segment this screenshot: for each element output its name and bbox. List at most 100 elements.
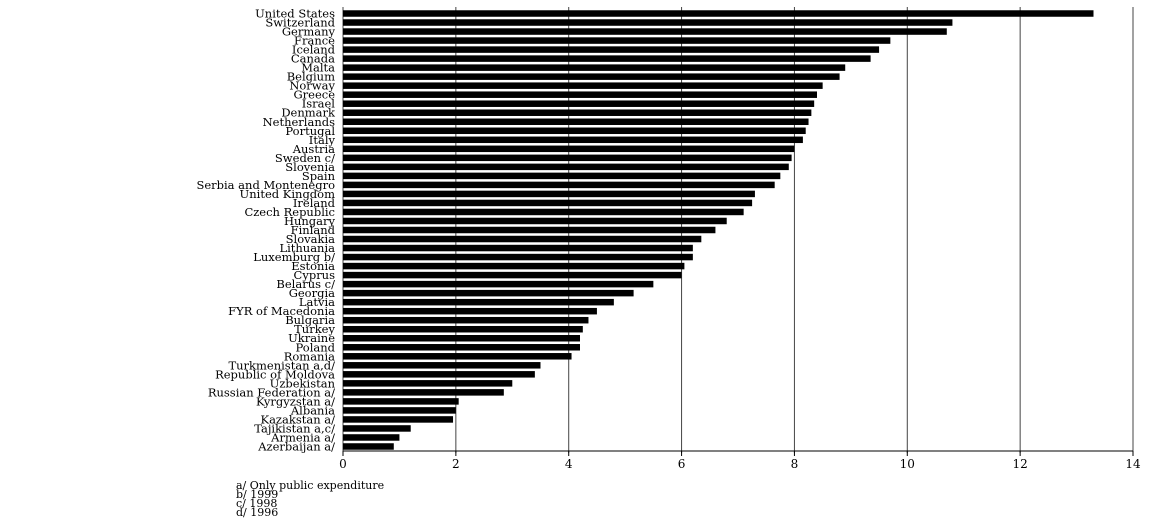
category-label: France [294,34,335,48]
category-label: Hungary [284,214,336,228]
category-label: United Kingdom [240,187,336,201]
bar [343,28,947,35]
bar [343,344,580,351]
bar [343,443,394,450]
category-label: Austria [292,142,335,156]
bar [343,127,806,135]
bar [343,298,614,306]
bar [343,64,846,71]
bar [343,407,456,414]
x-tick-label: 8 [791,457,799,471]
category-label: Finland [291,223,336,237]
bar [343,334,580,342]
category-label: Czech Republic [244,205,335,219]
category-label: United States [255,7,335,21]
bar [343,118,809,126]
bar [343,19,953,26]
bar [343,181,775,189]
category-label: Republic of Moldova [215,367,335,381]
category-label: Lithuania [279,241,335,255]
category-label: Switzerland [265,16,335,30]
category-label: Belarus c/ [276,277,335,291]
footnote: a/ Only public expenditure [236,479,385,492]
bar [343,154,792,162]
bar [343,190,755,198]
bar [343,226,716,234]
category-label: Turkey [294,322,335,336]
category-label: Denmark [281,106,336,120]
category-labels: United StatesSwitzerlandGermanyFranceIce… [196,7,336,454]
bar [343,353,572,360]
category-label: Bulgaria [285,313,335,327]
bar [343,398,459,405]
bar [343,416,454,423]
category-label: Malta [301,61,335,75]
bar [343,289,634,297]
x-tick-label: 0 [339,457,347,471]
category-label: Poland [296,340,336,354]
category-label: Luxemburg b/ [253,250,335,264]
category-label: Sweden c/ [275,151,335,165]
bar [343,235,702,243]
bar [343,199,753,207]
category-label: Estonia [291,259,335,273]
bar [343,362,541,369]
bar [343,389,504,396]
category-label: Tajikistan a,c/ [254,421,335,435]
category-label: Georgia [289,286,335,300]
x-tick-label: 12 [1013,457,1028,471]
x-axis-ticks: 0 2 4 6 8 10 12 14 [339,451,1141,471]
bar [343,46,880,53]
bar [343,163,789,171]
category-label: Slovakia [286,232,335,246]
category-label: Azerbaijan a/ [257,439,335,453]
bar [343,172,781,180]
bar [343,307,597,315]
x-tick-label: 10 [900,457,915,471]
category-label: Serbia and Montenegro [196,178,335,192]
bar [343,253,693,261]
category-label: Ukraine [288,331,335,345]
bar [343,208,744,216]
bar [343,109,812,116]
category-label: Romania [284,349,335,363]
category-label: Iceland [292,43,336,57]
bar [343,136,803,144]
bar [343,37,891,44]
bar [343,425,411,432]
category-label: Germany [282,25,336,39]
bar [343,145,795,153]
bar [343,100,815,107]
category-label: Greece [293,88,335,102]
category-label: Italy [309,133,336,147]
bar [343,73,840,80]
category-label: Ireland [293,196,336,210]
bar [343,434,400,441]
category-label: Russian Federation a/ [208,385,335,399]
bar [343,262,685,270]
bar [343,380,513,387]
category-label: Canada [291,52,335,66]
bar [343,280,654,288]
category-label: Cyprus [294,268,336,282]
category-label: Turkmenistan a,d/ [228,358,335,372]
category-label: Israel [302,97,336,111]
bar [343,10,1094,17]
bar [343,271,682,279]
category-label: Albania [290,403,335,417]
bar [343,82,823,89]
x-tick-label: 4 [565,457,573,471]
category-label: Uzbekistan [270,376,336,390]
category-label: Portugal [285,124,335,138]
x-tick-label: 14 [1125,457,1141,471]
category-label: Kazakstan a/ [260,412,335,426]
category-label: Spain [302,169,336,183]
x-tick-label: 2 [452,457,460,471]
footnotes: a/ Only public expenditure b/ 1999 c/ 19… [236,479,385,518]
bar [343,91,817,98]
bar [343,55,871,62]
footnote: b/ 1999 [236,488,279,501]
category-label: Armenia a/ [270,430,335,444]
bar [343,371,535,378]
